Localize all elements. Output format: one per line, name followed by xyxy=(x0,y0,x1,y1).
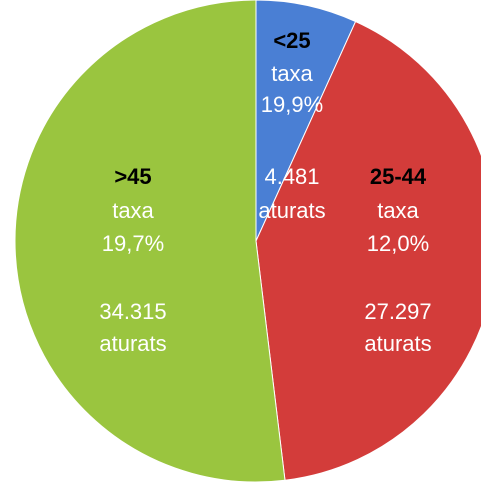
category-label: 25-44 xyxy=(370,164,427,189)
rate-label: 19,9% xyxy=(261,92,323,117)
count-word: aturats xyxy=(99,331,166,356)
pie-slice xyxy=(255,20,481,481)
rate-word: taxa xyxy=(271,61,313,86)
value-label: 34.315 xyxy=(99,299,166,324)
pie-slice xyxy=(14,0,286,483)
rate-word: taxa xyxy=(377,198,419,223)
value-label: 27.297 xyxy=(364,299,431,324)
category-label: >45 xyxy=(114,164,151,189)
rate-word: taxa xyxy=(112,198,154,223)
count-word: aturats xyxy=(258,198,325,223)
count-word: aturats xyxy=(364,331,431,356)
value-label: 4.481 xyxy=(264,164,319,189)
category-label: <25 xyxy=(273,28,310,53)
rate-label: 12,0% xyxy=(367,231,429,256)
rate-label: 19,7% xyxy=(102,231,164,256)
